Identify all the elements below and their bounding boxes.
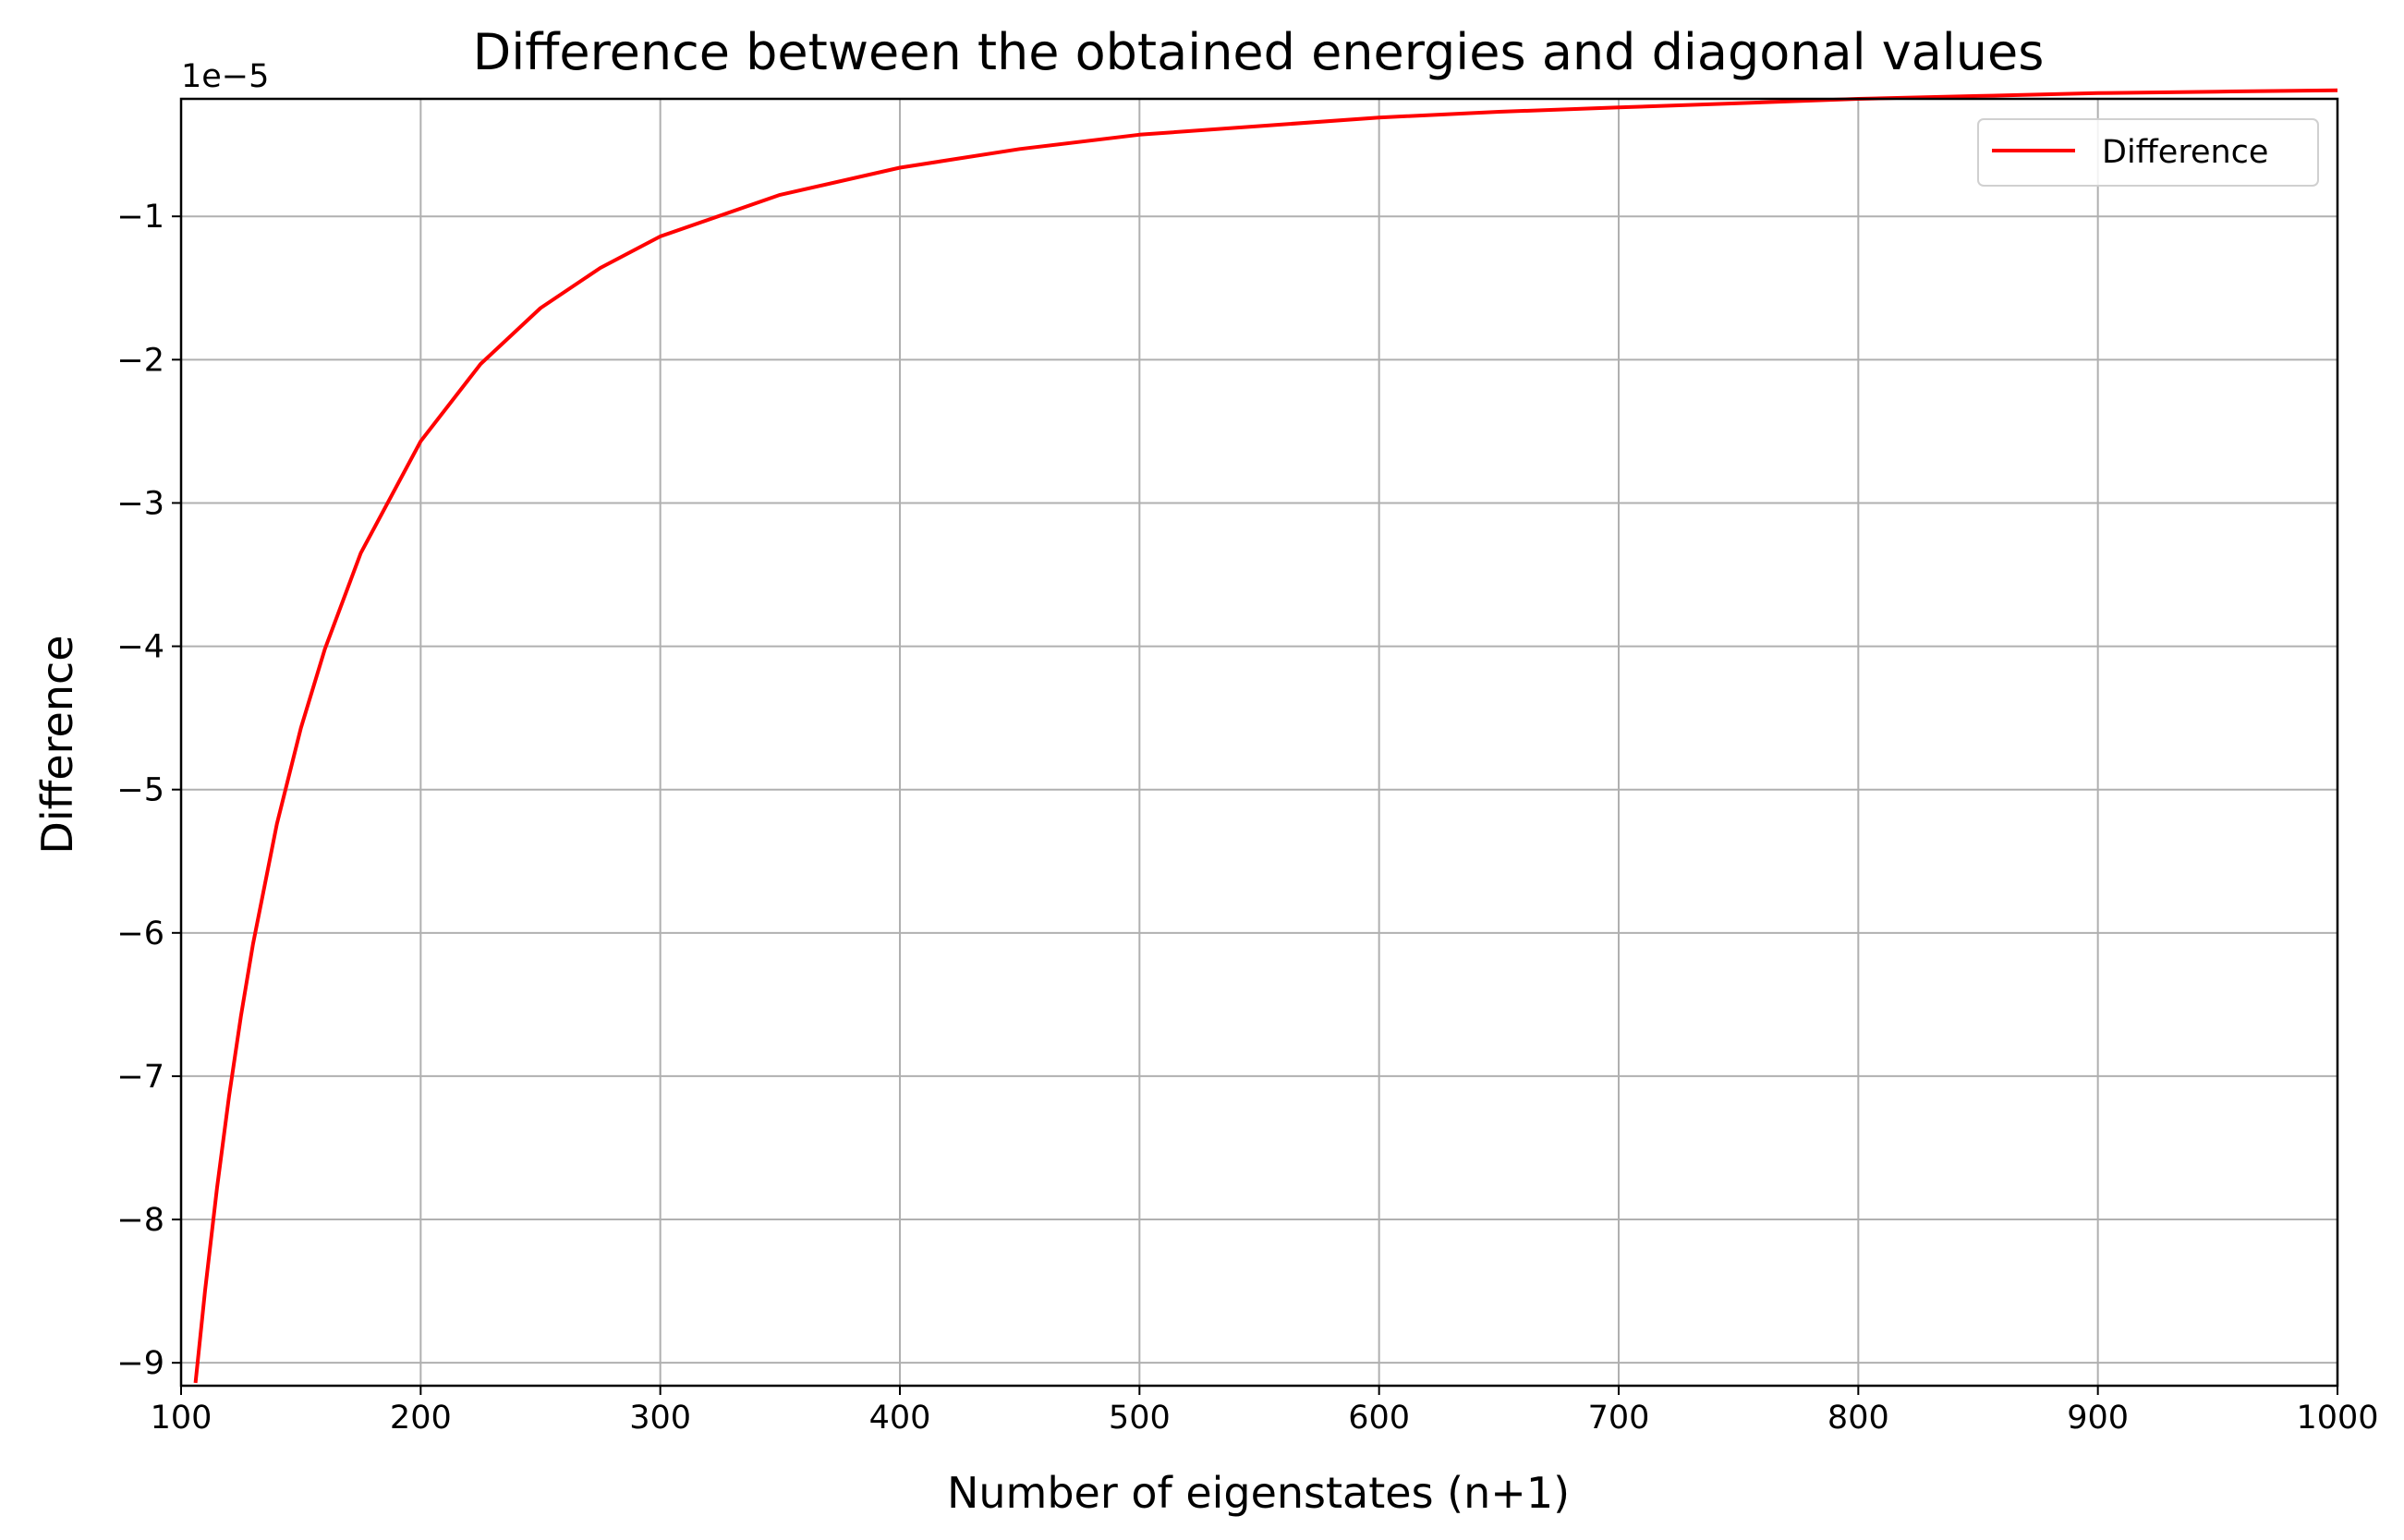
x-tick-label: 800	[1827, 1400, 1889, 1437]
legend-label: Difference	[2102, 134, 2268, 171]
y-tick-label: −8	[116, 1202, 164, 1239]
x-tick-label: 600	[1348, 1400, 1410, 1437]
legend-box	[1977, 118, 2319, 187]
y-tick-label: −2	[116, 342, 164, 379]
x-axis-label: Number of eigenstates (n+1)	[947, 1468, 1570, 1518]
y-tick-label: −4	[116, 629, 164, 666]
chart-title: Difference between the obtained energies…	[473, 23, 2045, 81]
y-tick-label: −6	[116, 916, 164, 952]
series-layer	[193, 88, 2338, 1384]
x-tick-label: 700	[1588, 1400, 1650, 1437]
x-tick-label: 1000	[2296, 1400, 2378, 1437]
x-tick-label: 900	[2067, 1400, 2129, 1437]
x-tick-label: 500	[1109, 1400, 1171, 1437]
y-offset-label: 1e−5	[181, 58, 269, 95]
x-axis: 100 200 300 400 500 600 700 800 900 1000	[151, 1386, 2379, 1437]
y-tick-label: −9	[116, 1345, 164, 1382]
y-tick-label: −1	[116, 199, 164, 236]
x-tick-label: 200	[390, 1400, 452, 1437]
y-axis: −9 −8 −7 −6 −5 −4 −3 −2 −1	[116, 199, 181, 1382]
x-tick-label: 300	[629, 1400, 691, 1437]
y-tick-label: −3	[116, 485, 164, 522]
y-tick-label: −7	[116, 1059, 164, 1096]
series-line-difference	[193, 88, 2338, 1384]
y-axis-label: Difference	[32, 635, 82, 854]
grid	[180, 99, 2338, 1386]
x-tick-label: 400	[869, 1400, 931, 1437]
plot-frame	[179, 97, 2339, 1388]
legend: Difference	[1977, 118, 2319, 187]
x-tick-label: 100	[151, 1400, 212, 1437]
y-tick-label: −5	[116, 772, 164, 809]
